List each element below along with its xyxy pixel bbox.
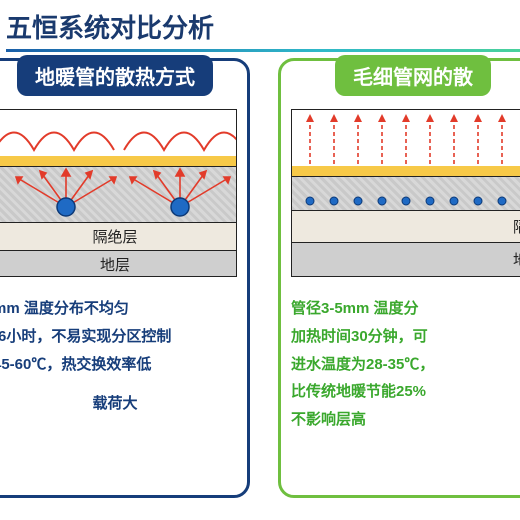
spec-line: 不影响层高 (291, 406, 520, 434)
page-title: 五恒系统对比分析 (6, 8, 520, 45)
tab-floor-heating: 地暖管的散热方式 (17, 55, 213, 96)
footer-note: 载荷大 (0, 392, 237, 413)
label-ground: 地层 (100, 254, 130, 275)
pipe-diagram (0, 167, 237, 223)
layer-insulation: 隔绝层 (0, 222, 236, 250)
spec-line: 比传统地暖节能25% (291, 378, 520, 406)
label-insulation: 隔绝层 (92, 226, 137, 247)
panel-floor-heating: 地暖管的散热方式 (0, 58, 250, 498)
heat-arrows (292, 110, 520, 166)
layer-ground: 地层 (0, 250, 236, 277)
label-ground: 地 (513, 249, 520, 270)
layer-yellow (0, 156, 236, 166)
diagram-capillary: 隔 地 (291, 109, 520, 277)
heat-waves (0, 110, 237, 156)
layer-insulation: 隔 (292, 210, 520, 242)
spec-line: 45-60℃，热交换效率低 (0, 351, 237, 379)
layer-concrete (0, 166, 236, 222)
specs-capillary: 管径3-5mm 温度分 加热时间30分钟，可 进水温度为28-35℃， 比传统地… (291, 295, 520, 434)
spec-line: 加热时间30分钟，可 (291, 323, 520, 351)
specs-floor-heating: mm 温度分布不均匀 -6小时，不易实现分区控制 45-60℃，热交换效率低 (0, 295, 237, 378)
layer-ground: 地 (292, 242, 520, 276)
spec-line: -6小时，不易实现分区控制 (0, 323, 237, 351)
panel-capillary: 毛细管网的散 (278, 58, 520, 498)
spec-line: 管径3-5mm 温度分 (291, 295, 520, 323)
tab-capillary: 毛细管网的散 (335, 55, 491, 96)
capillary-pipes (292, 177, 520, 211)
layer-yellow (292, 166, 520, 176)
title-underline (6, 49, 520, 52)
layer-concrete (292, 176, 520, 210)
spec-line: 进水温度为28-35℃， (291, 351, 520, 379)
label-insulation: 隔 (513, 216, 520, 237)
spec-line: mm 温度分布不均匀 (0, 295, 237, 323)
diagram-floor-heating: 隔绝层 地层 (0, 109, 237, 277)
